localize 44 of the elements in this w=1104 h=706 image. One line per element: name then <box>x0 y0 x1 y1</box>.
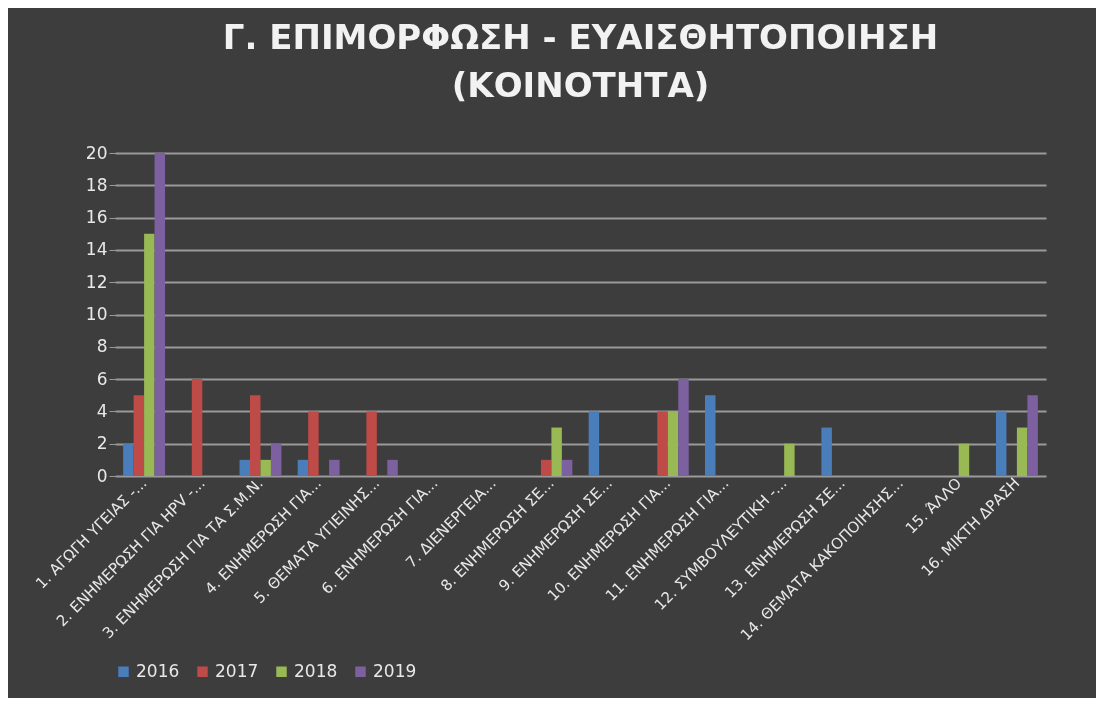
legend-label: 2017 <box>215 660 259 681</box>
bar <box>784 443 795 476</box>
legend-label: 2019 <box>373 660 417 681</box>
legend-label: 2018 <box>294 660 338 681</box>
bar <box>191 379 203 476</box>
y-tick-label: 16 <box>85 207 108 228</box>
bar <box>133 395 145 476</box>
bar <box>821 427 832 476</box>
bar <box>678 379 689 476</box>
y-tick-label: 4 <box>96 400 108 421</box>
y-tick-label: 10 <box>85 304 108 324</box>
legend-label: 2016 <box>136 660 180 681</box>
y-tick-label: 20 <box>85 142 108 163</box>
bar <box>366 411 377 476</box>
bar <box>561 459 573 476</box>
bar <box>551 427 562 476</box>
bar <box>260 459 271 476</box>
chart-title: Γ. ΕΠΙΜΟΡΦΩΣΗ - ΕΥΑΙΣΘΗΤΟΠΟΙΗΣΗ (ΚΟΙΝΟΤΗΤΑ) <box>222 17 939 105</box>
bar <box>297 459 309 476</box>
bar <box>667 411 679 476</box>
bar <box>958 443 970 476</box>
bar <box>1027 395 1038 476</box>
bar <box>387 459 398 476</box>
bar <box>540 459 552 476</box>
bar <box>329 459 340 476</box>
bar <box>154 153 166 476</box>
bar <box>705 395 716 476</box>
bar <box>270 443 282 476</box>
bar <box>250 395 261 476</box>
y-tick-label: 18 <box>85 174 108 195</box>
bar <box>657 411 668 476</box>
bar <box>995 411 1007 476</box>
y-tick-label: 8 <box>96 336 108 357</box>
bar <box>123 443 134 476</box>
bar <box>588 411 600 476</box>
bar <box>144 233 155 476</box>
y-tick-label: 2 <box>96 433 108 454</box>
bar <box>308 411 319 476</box>
bar <box>239 459 250 476</box>
y-tick-label: 0 <box>96 465 108 486</box>
y-tick-label: 12 <box>85 271 108 292</box>
y-tick-label: 14 <box>85 239 108 260</box>
bar <box>1016 427 1028 476</box>
y-tick-label: 6 <box>96 368 108 389</box>
